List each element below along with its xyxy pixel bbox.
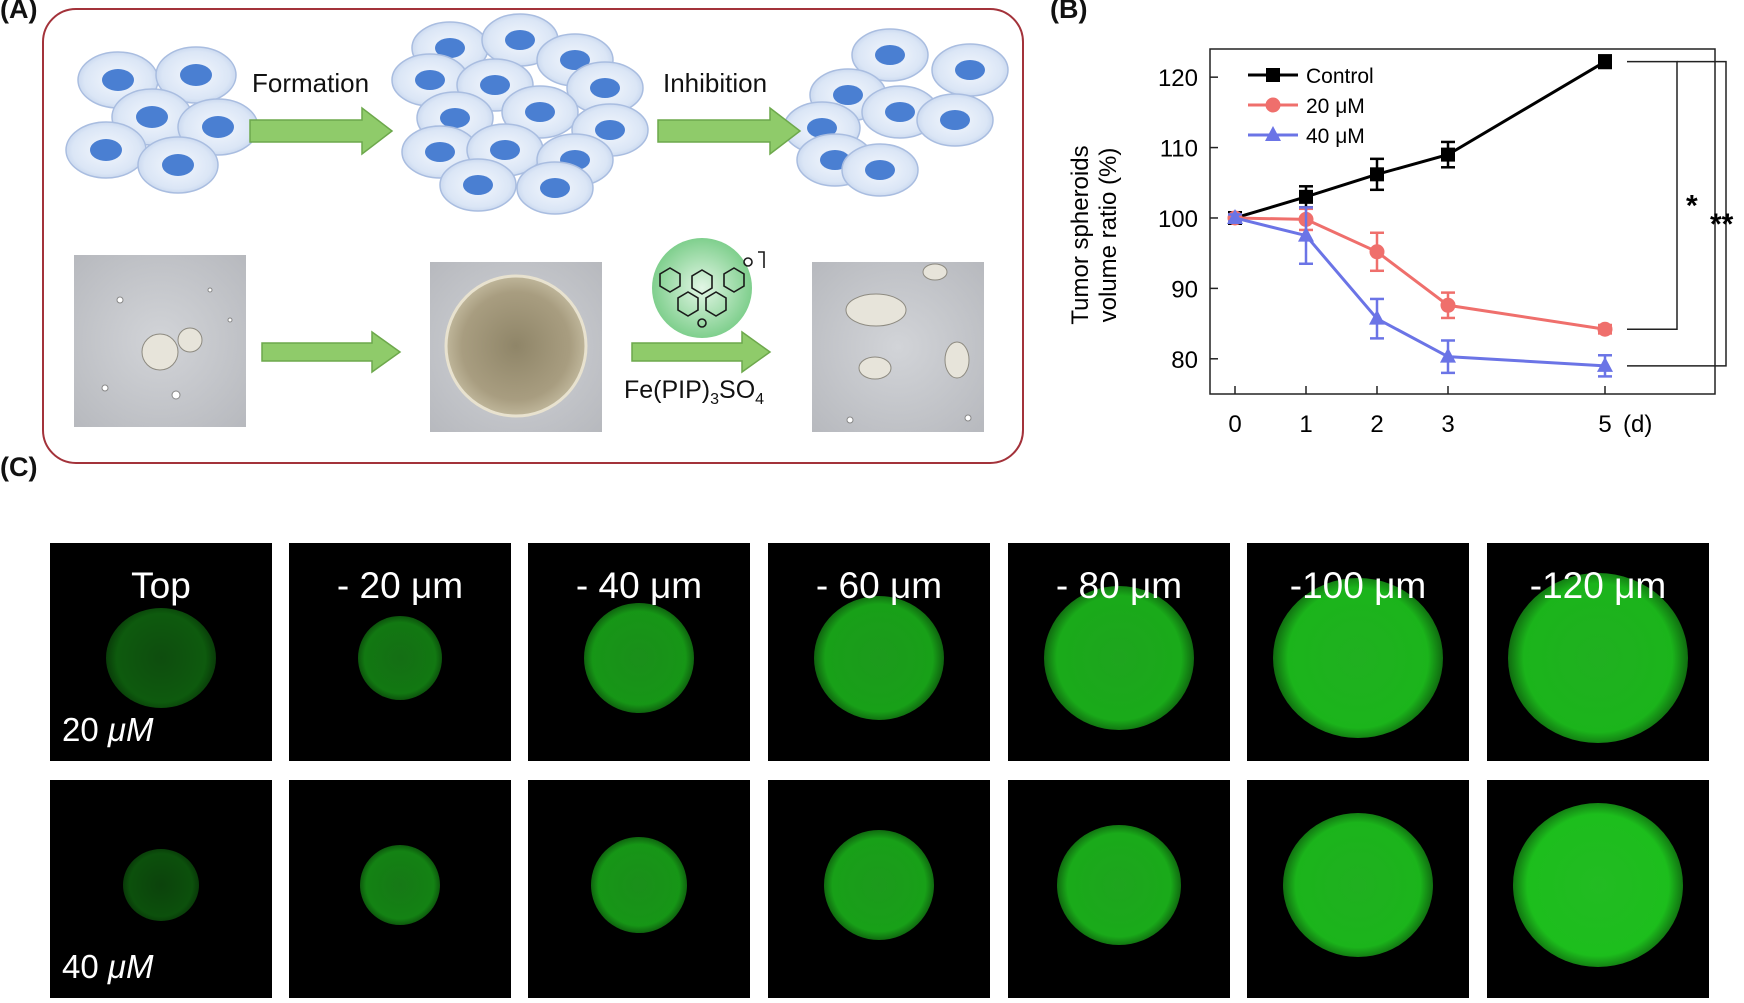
data-point: [1441, 147, 1455, 162]
significance-bracket: [1627, 60, 1678, 330]
panel-label-c: (C): [0, 452, 38, 482]
fluorescence-tile: [1247, 780, 1469, 998]
fluorescence-tile: [528, 780, 750, 998]
x-tick-label: 3: [1441, 411, 1454, 438]
photo-spheroid: [430, 262, 602, 432]
data-point: [1440, 347, 1456, 363]
inhibition-label: Inhibition: [663, 68, 768, 98]
data-point: [1227, 208, 1243, 224]
treatment-arrow: [631, 330, 772, 374]
fluorescence-tile: 40 μM: [50, 780, 272, 998]
depth-label: - 20 μm: [336, 565, 464, 606]
formation-arrow: [249, 106, 394, 156]
legend-label: 40 μM: [1306, 125, 1365, 148]
legend-label: 20 μM: [1306, 95, 1365, 118]
fluorescence-tile: - 20 μm: [289, 543, 511, 761]
spheroid-fluorescence: [584, 603, 694, 713]
cell-cluster-group: [391, 13, 649, 215]
y-tick-label: 90: [1171, 276, 1198, 303]
depth-label: - 60 μm: [815, 565, 943, 606]
fluorescence-tile: -120 μm: [1487, 543, 1709, 761]
spheroid-fluorescence: [1044, 586, 1194, 730]
fluorescence-tile: Top 20 μM: [50, 543, 272, 761]
y-axis-label-line1: Tumor spheroids: [1067, 145, 1094, 324]
significance-star: **: [1710, 208, 1734, 241]
spheroid-fluorescence: [106, 608, 216, 708]
spheroid-fluorescence: [1508, 573, 1688, 743]
x-tick-label: 5: [1598, 411, 1611, 438]
compound-label: Fe(PIP)3SO4: [624, 376, 765, 408]
spheroid-fluorescence: [1057, 825, 1181, 945]
spheroid-fluorescence: [358, 616, 442, 700]
fluorescence-tile: [1487, 780, 1709, 998]
photo-single-cells: [74, 255, 246, 427]
significance-star: *: [1686, 189, 1698, 222]
data-point: [1598, 54, 1612, 69]
fluorescence-tile: - 80 μm: [1008, 543, 1230, 761]
fluorescence-tile: -100 μm: [1247, 543, 1469, 761]
spheroid-fluorescence: [1283, 813, 1433, 957]
y-tick-label: 120: [1158, 65, 1198, 92]
depth-label: - 80 μm: [1055, 565, 1183, 606]
significance-bracket: [1627, 60, 1727, 367]
panel-label-a: (A): [0, 0, 38, 24]
depth-label: Top: [131, 565, 191, 606]
depth-label: -100 μm: [1289, 565, 1427, 606]
schematic-graphics: [65, 13, 1009, 432]
y-tick-label: 110: [1160, 136, 1198, 163]
x-tick-label: 0: [1228, 411, 1241, 438]
photo-dispersed: [812, 262, 984, 432]
legend-marker: [1265, 126, 1281, 141]
series-line: [1234, 60, 1606, 220]
x-tick-label: 2: [1370, 411, 1383, 438]
series-line: [1234, 216, 1606, 331]
spheroid-fluorescence: [814, 596, 944, 720]
schematic-frame: [42, 8, 1024, 464]
legend-label: Control: [1306, 65, 1374, 88]
fluorescence-tile: [768, 780, 990, 998]
data-point: [1298, 226, 1314, 242]
data-point: [1440, 297, 1456, 313]
legend-marker: [1265, 97, 1281, 113]
depth-label: - 40 μm: [575, 565, 703, 606]
y-tick-label: 100: [1158, 206, 1198, 233]
series-line: [1234, 216, 1606, 368]
data-point: [1299, 189, 1313, 204]
y-axis-label-line2: volume ratio (%): [1095, 148, 1122, 323]
spheroid-fluorescence: [824, 830, 934, 940]
data-point: [1369, 309, 1385, 325]
seeding-arrow: [261, 330, 402, 374]
concentration-label: 20 μM: [62, 711, 154, 748]
fluorescence-tile: [1008, 780, 1230, 998]
spheroid-fluorescence: [360, 845, 440, 925]
nanoparticle-icon: [652, 238, 765, 338]
single-cells-group: [65, 46, 259, 194]
volume-ratio-chart: Tumor spheroids volume ratio (%) 80 90 100…: [1067, 48, 1734, 438]
dispersed-cells-group: [783, 28, 1009, 197]
inhibition-arrow: [657, 106, 802, 156]
data-point: [1597, 321, 1613, 337]
spheroid-fluorescence: [123, 849, 199, 921]
concentration-label: 40 μM: [62, 948, 154, 985]
plot-frame: [1209, 48, 1716, 395]
x-tick-label: 1: [1299, 411, 1312, 438]
fluorescence-tile: - 60 μm: [768, 543, 990, 761]
spheroid-fluorescence: [1513, 803, 1683, 967]
legend-marker: [1266, 68, 1280, 82]
spheroid-fluorescence: [1273, 578, 1443, 738]
spheroid-fluorescence: [591, 837, 687, 933]
y-tick-label: 80: [1171, 347, 1198, 374]
data-point: [1369, 244, 1385, 260]
data-point: [1370, 167, 1384, 182]
fluorescence-tile: [289, 780, 511, 998]
depth-label: -120 μm: [1529, 565, 1667, 606]
fluorescence-tile: - 40 μm: [528, 543, 750, 761]
panel-label-b: (B): [1050, 0, 1088, 24]
data-point: [1597, 356, 1613, 372]
x-axis-unit: (d): [1623, 411, 1652, 438]
formation-label: Formation: [252, 68, 370, 98]
